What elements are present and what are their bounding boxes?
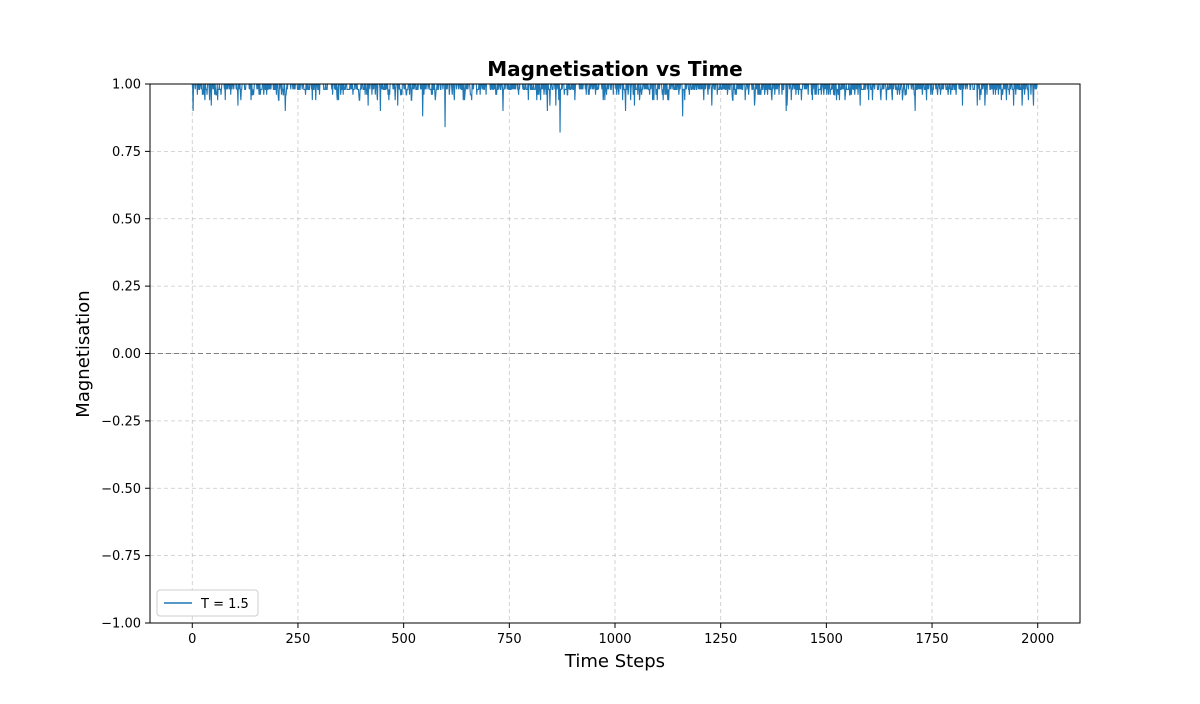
y-tick-label: 1.00 <box>112 78 141 93</box>
x-tick-label: 500 <box>391 632 416 647</box>
chart-title: Magnetisation vs Time <box>487 57 743 81</box>
y-tick-label: −0.75 <box>101 549 141 564</box>
x-tick-label: 250 <box>286 632 311 647</box>
x-axis-label: Time Steps <box>564 651 665 672</box>
y-tick-label: 0.00 <box>112 347 141 362</box>
y-tick-label: −1.00 <box>101 617 141 632</box>
y-axis-label: Magnetisation <box>73 290 94 417</box>
y-tick-label: 0.50 <box>112 212 141 227</box>
x-tick-label: 1500 <box>810 632 843 647</box>
y-tick-label: −0.25 <box>101 414 141 429</box>
x-tick-label: 0 <box>188 632 196 647</box>
x-tick-label: 1000 <box>598 632 631 647</box>
x-tick-label: 1750 <box>915 632 948 647</box>
legend: T = 1.5 <box>156 589 259 617</box>
x-tick-label: 1250 <box>704 632 737 647</box>
x-tick-label: 2000 <box>1021 632 1054 647</box>
tick-layer: 0 250 500 750 1000 1250 1500 1750 2000 1.00 0.75 0.… <box>101 78 1054 648</box>
legend-label: T = 1.5 <box>200 597 249 612</box>
legend-box <box>156 589 259 617</box>
x-tick-label: 750 <box>497 632 522 647</box>
y-tick-label: 0.75 <box>112 145 141 160</box>
y-tick-label: −0.50 <box>101 482 141 497</box>
y-tick-label: 0.25 <box>112 280 141 295</box>
